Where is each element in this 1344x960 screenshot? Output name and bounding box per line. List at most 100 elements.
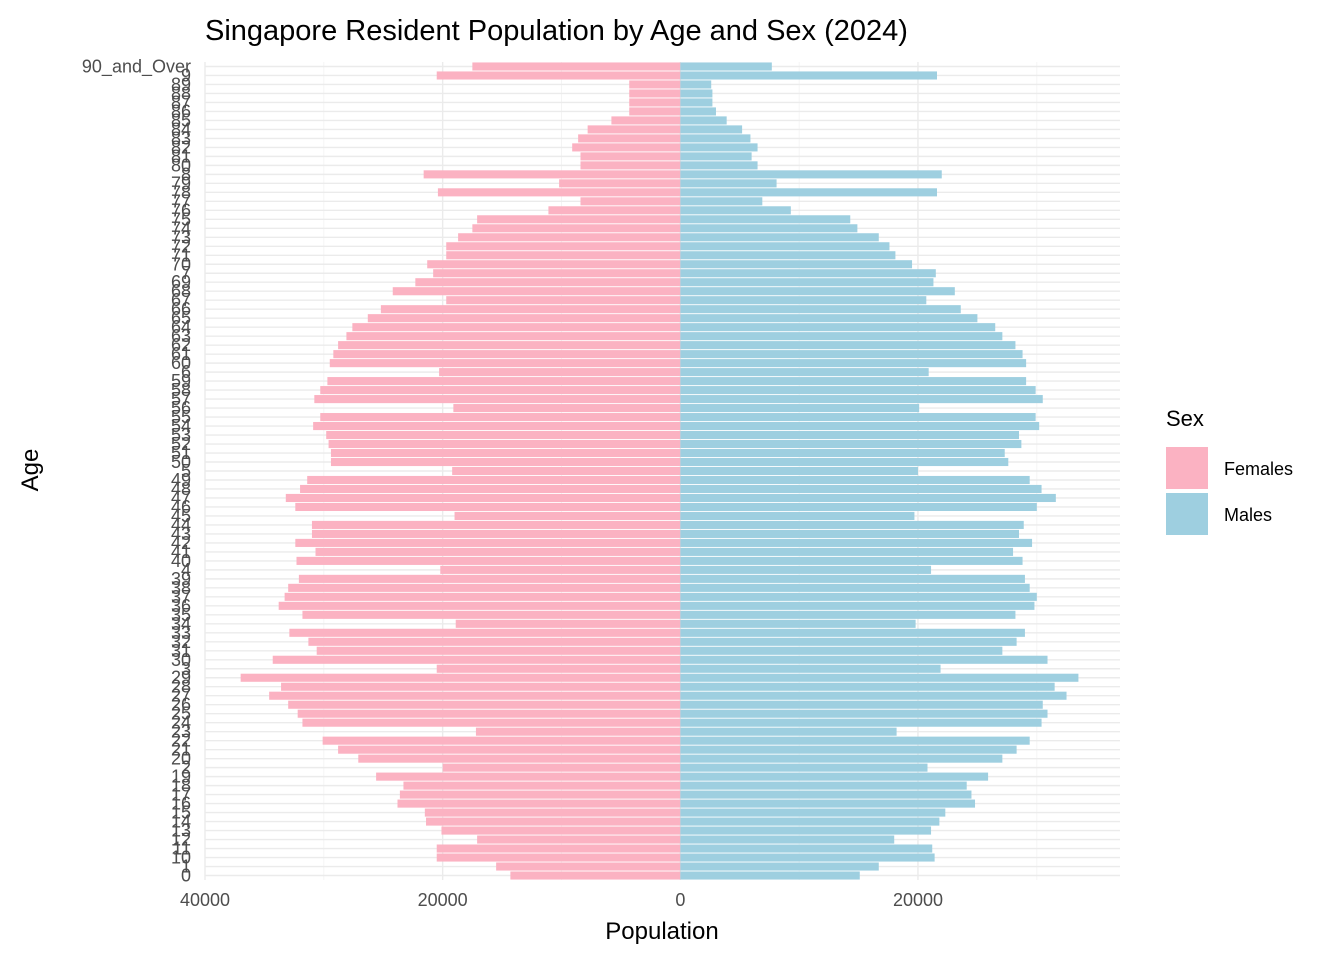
bar-females-21 [338,745,681,754]
bar-males-39 [680,574,1025,583]
y-tick-label: 62 [171,335,191,355]
y-tick-label: 10 [171,848,191,868]
legend-key-females [1166,447,1208,489]
bar-females-40 [296,556,681,565]
y-tick-label: 1 [181,857,191,877]
bar-females-79 [559,179,681,188]
bar-females-38 [288,583,681,592]
bar-males-11 [680,844,933,853]
bar-males-27 [680,691,1067,700]
y-tick-label: 7 [181,263,191,283]
bar-males-81 [680,152,752,161]
bar-males-80 [680,161,758,170]
bar-females-59 [327,377,681,386]
bar-males-72 [680,242,890,251]
bar-females-19 [376,772,681,781]
legend-key-males [1166,493,1208,535]
y-tick-label: 47 [171,488,191,508]
bar-males-59 [680,377,1027,386]
bar-males-79 [680,179,777,188]
y-tick-label: 25 [171,704,191,724]
bar-males-76 [680,206,791,215]
y-tick-label: 45 [171,506,191,526]
y-tick-label: 77 [171,191,191,211]
bar-males-86 [680,107,716,116]
bar-males-29 [680,673,1079,682]
bar-males-55 [680,413,1036,422]
y-tick-label: 32 [171,632,191,652]
bar-males-51 [680,448,1005,458]
y-tick-label: 87 [171,92,191,112]
bar-males-54 [680,422,1040,431]
bar-females-4 [440,565,681,574]
bar-males-8 [680,170,942,179]
bar-males-69 [680,278,934,287]
y-tick-label: 39 [171,569,191,589]
y-tick-label: 74 [171,218,191,238]
bar-females-61 [333,350,681,359]
bar-females-17 [399,790,681,799]
y-tick-label: 35 [171,605,191,625]
bar-females-56 [453,404,681,413]
y-tick-label: 9 [181,65,191,85]
bar-males-84 [680,125,743,134]
bar-females-76 [548,206,681,215]
y-tick-label: 52 [171,434,191,454]
bar-males-90_and_Over [680,62,772,71]
y-tick-label: 42 [171,533,191,553]
y-tick-label: 65 [171,308,191,328]
bar-males-48 [680,484,1042,494]
bars [240,62,1079,880]
bar-males-42 [680,538,1033,547]
bar-females-62 [338,341,681,350]
bar-females-5 [452,466,681,476]
bar-males-61 [680,350,1023,359]
bar-males-83 [680,134,751,143]
y-tick-label: 54 [171,416,191,436]
y-tick-label: 86 [171,101,191,121]
legend-label-females: Females [1224,459,1293,479]
bar-males-87 [680,98,713,107]
bar-males-37 [680,592,1037,601]
bar-females-60 [329,359,681,368]
bar-females-85 [611,116,681,125]
bar-females-15 [424,808,681,817]
y-tick-label: 57 [171,389,191,409]
y-tick-label: 38 [171,578,191,598]
bar-males-1 [680,862,879,871]
y-tick-label: 63 [171,326,191,346]
bar-males-89 [680,80,712,89]
y-tick-label: 6 [181,362,191,382]
bar-females-68 [392,287,681,296]
bar-males-77 [680,197,763,206]
bar-females-2 [442,763,681,772]
bar-females-47 [285,493,681,503]
y-tick-label: 69 [171,272,191,292]
bar-females-24 [302,718,681,727]
bar-males-30 [680,655,1048,664]
bar-females-78 [437,188,681,197]
bar-females-27 [269,691,681,700]
y-tick-label: 71 [171,245,191,265]
bar-females-54 [313,422,681,431]
bar-females-41 [315,547,681,556]
bar-males-41 [680,547,1014,556]
legend-title: Sex [1166,406,1204,431]
y-tick-label: 36 [171,596,191,616]
bar-females-63 [346,332,681,341]
bar-males-13 [680,826,932,835]
bar-males-6 [680,368,929,377]
bar-females-28 [281,682,681,691]
bar-females-52 [328,439,681,449]
bar-females-67 [446,296,681,305]
bar-females-35 [302,610,681,619]
bar-females-81 [580,152,681,161]
bar-females-69 [415,278,681,287]
bar-females-71 [446,251,681,260]
bar-females-9 [436,71,681,80]
y-tick-label: 81 [171,146,191,166]
bar-males-47 [680,493,1056,503]
bar-females-50 [330,457,681,467]
bar-females-43 [311,529,681,538]
